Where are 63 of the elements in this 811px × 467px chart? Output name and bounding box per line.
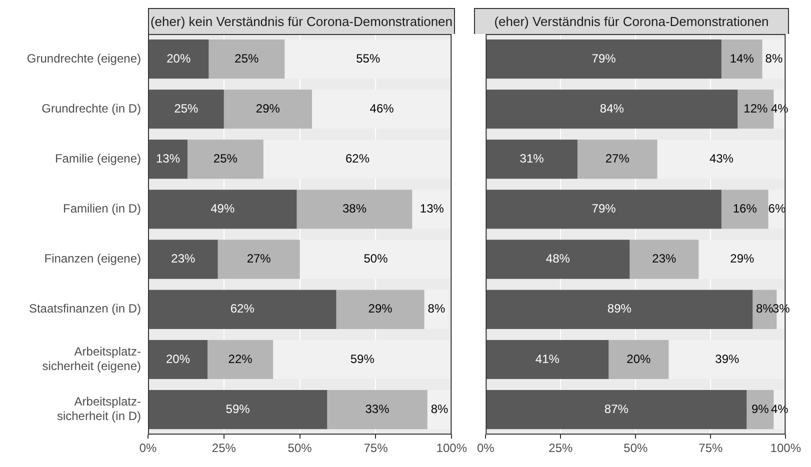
x-tick-label: 0%	[139, 441, 157, 456]
x-tick-label: 75%	[698, 441, 723, 456]
data-label: 49%	[210, 202, 235, 216]
y-tick-label: Finanzen (eigene)	[44, 252, 141, 266]
x-tick-label: 25%	[212, 441, 236, 456]
data-label: 12%	[744, 101, 768, 116]
data-label: 39%	[715, 352, 740, 366]
data-label: 14%	[730, 51, 754, 66]
data-label: 33%	[365, 402, 390, 416]
x-tick-label: 0%	[477, 441, 495, 456]
data-label: 9%	[751, 402, 770, 416]
x-tick-label: 25%	[548, 441, 573, 456]
data-label: 23%	[652, 252, 676, 266]
data-label: 20%	[166, 51, 191, 66]
data-label: 62%	[346, 152, 370, 166]
data-label: 41%	[535, 352, 560, 366]
data-label: 20%	[626, 352, 651, 366]
data-label: 25%	[213, 152, 238, 166]
data-label: 31%	[520, 152, 544, 166]
data-label: 55%	[356, 51, 380, 66]
data-label: 22%	[228, 352, 253, 366]
data-label: 13%	[420, 202, 444, 216]
data-label: 46%	[370, 101, 394, 116]
y-tick-label: Familien (in D)	[62, 202, 141, 216]
data-label: 84%	[600, 101, 624, 116]
data-label: 79%	[592, 51, 616, 66]
data-label: 29%	[256, 101, 280, 116]
data-label: 16%	[732, 202, 758, 216]
data-label: 8%	[428, 302, 446, 316]
data-label: 59%	[226, 402, 250, 416]
y-tick-label: Grundrechte (in D)	[42, 101, 141, 116]
y-tick-label: Familie (eigene)	[54, 152, 141, 166]
data-label: 59%	[350, 352, 375, 366]
data-label: 29%	[368, 302, 393, 316]
y-tick-label: Staatsfinanzen (in D)	[28, 302, 141, 316]
data-label: 25%	[174, 101, 199, 116]
data-label: 20%	[166, 352, 190, 366]
data-label: 29%	[730, 252, 754, 266]
data-label: 8%	[765, 51, 783, 66]
x-tick-label: 100%	[770, 441, 802, 456]
x-tick-label: 50%	[288, 441, 312, 456]
data-label: 87%	[604, 402, 629, 416]
x-tick-label: 75%	[364, 441, 388, 456]
data-label: 79%	[592, 202, 616, 216]
data-label: 43%	[709, 152, 734, 166]
data-label: 8%	[756, 302, 774, 316]
data-label: 27%	[605, 152, 630, 166]
data-label: 38%	[342, 202, 367, 216]
data-label: 89%	[607, 302, 632, 316]
data-label: 48%	[546, 252, 570, 266]
data-label: 8%	[430, 402, 449, 416]
data-label: 27%	[246, 252, 272, 266]
data-label: 50%	[364, 252, 388, 266]
data-label: 6%	[768, 202, 786, 216]
x-tick-label: 100%	[436, 441, 468, 456]
x-tick-label: 50%	[624, 441, 648, 456]
data-label: 23%	[171, 252, 196, 266]
data-label: 25%	[234, 51, 260, 66]
y-tick-label: Arbeitsplatz- sicherheit (in D)	[56, 394, 141, 424]
y-tick-label: Arbeitsplatz- sicherheit (eigene)	[42, 344, 142, 373]
y-tick-label: Grundrechte (eigene)	[26, 51, 141, 66]
data-label: 62%	[230, 302, 255, 316]
data-label: 13%	[156, 152, 180, 166]
